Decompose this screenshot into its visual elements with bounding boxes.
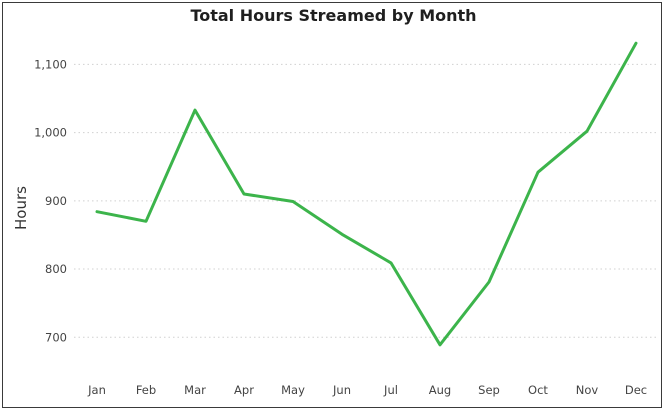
y-tick-label: 900 <box>45 194 67 208</box>
chart-frame <box>2 2 662 408</box>
x-tick-label: Jul <box>383 383 398 397</box>
x-tick-label: Oct <box>528 383 548 397</box>
x-tick-label: Nov <box>576 383 599 397</box>
x-tick-label: Mar <box>184 383 206 397</box>
x-tick-label: Jan <box>87 383 106 397</box>
y-tick-labels: 700 800 900 1,000 1,100 <box>34 57 67 344</box>
x-tick-label: Aug <box>429 383 451 397</box>
x-tick-labels: Jan Feb Mar Apr May Jun Jul Aug Sep Oct Nov Dec <box>87 383 647 397</box>
y-axis-label: Hours <box>12 186 30 230</box>
x-tick-label: Jun <box>332 383 351 397</box>
gridlines <box>74 63 656 338</box>
y-tick-label: 800 <box>45 262 67 276</box>
x-tick-label: Dec <box>625 383 647 397</box>
chart-title: Total Hours Streamed by Month <box>190 6 477 25</box>
x-tick-label: Apr <box>234 383 254 397</box>
series-group <box>95 41 638 347</box>
y-tick-label: 1,100 <box>34 57 67 71</box>
series-line <box>95 41 638 347</box>
x-tick-label: May <box>281 383 305 397</box>
y-tick-label: 700 <box>45 330 67 344</box>
x-tick-label: Sep <box>478 383 500 397</box>
y-tick-label: 1,000 <box>34 126 67 140</box>
x-tick-label: Feb <box>136 383 156 397</box>
